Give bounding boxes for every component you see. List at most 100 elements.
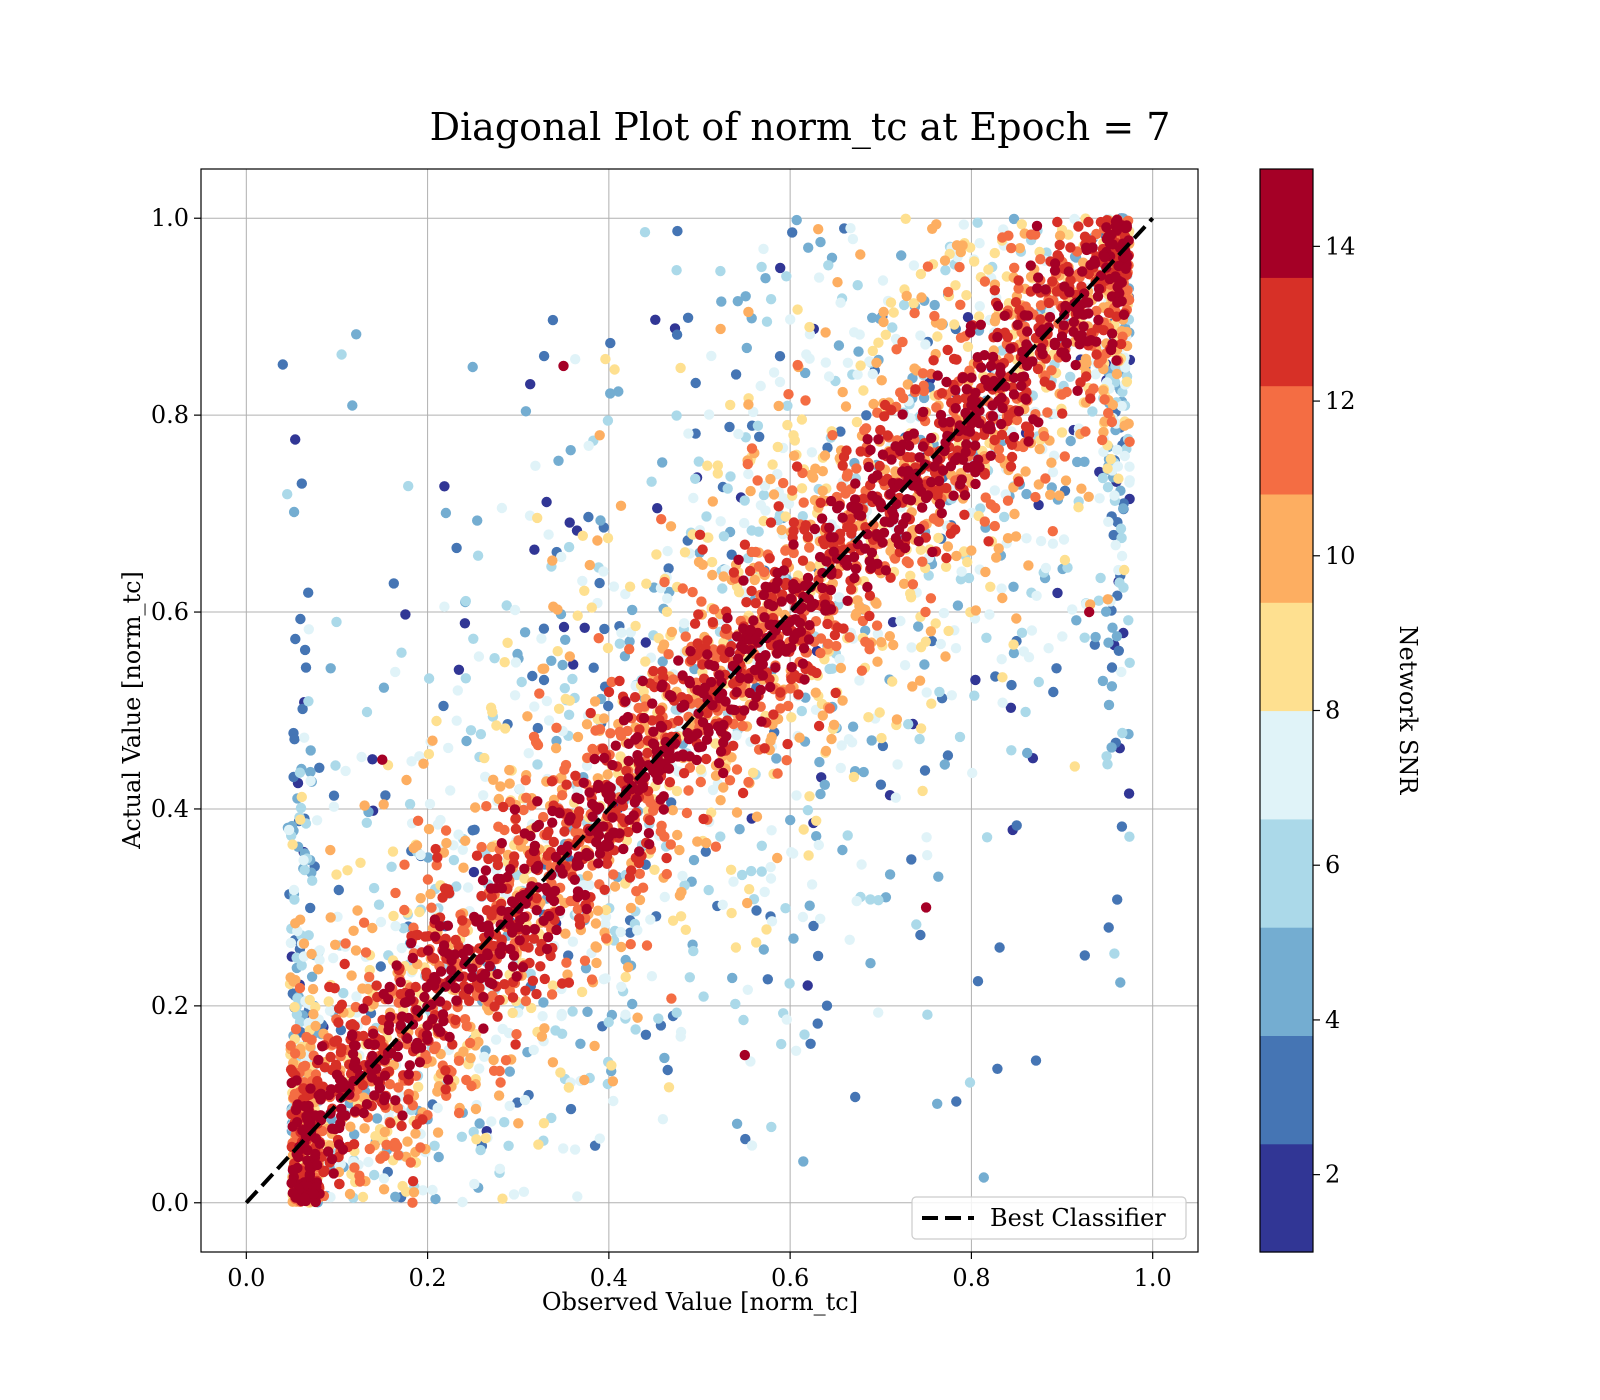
scatter-point [773, 501, 784, 512]
scatter-point [863, 712, 874, 723]
scatter-point [562, 969, 573, 980]
scatter-point [942, 344, 953, 356]
scatter-point [407, 1197, 418, 1208]
scatter-point [528, 933, 540, 944]
scatter-point [434, 996, 446, 1007]
scatter-point [331, 616, 342, 628]
scatter-point [614, 638, 625, 649]
scatter-point [841, 471, 853, 482]
scatter-point [676, 886, 687, 898]
scatter-point [517, 962, 529, 973]
scatter-point [299, 644, 311, 656]
scatter-point [525, 379, 536, 390]
scatter-point [456, 1131, 468, 1143]
scatter-point [759, 886, 770, 898]
scatter-point [647, 698, 658, 709]
scatter-point [304, 994, 315, 1006]
scatter-point [674, 844, 685, 856]
scatter-point [750, 598, 761, 609]
scatter-point [414, 906, 425, 918]
scatter-point [797, 555, 809, 566]
scatter-point [513, 1118, 524, 1129]
scatter-point [509, 690, 521, 701]
scatter-point [1103, 699, 1115, 711]
scatter-point [711, 652, 722, 664]
scatter-point [373, 899, 385, 910]
scatter-point [842, 357, 854, 368]
scatter-point [687, 586, 698, 598]
scatter-point [480, 771, 491, 782]
scatter-point [565, 1103, 577, 1115]
scatter-point [877, 537, 888, 548]
scatter-point [684, 675, 695, 687]
scatter-point [390, 887, 401, 899]
scatter-point [1056, 389, 1068, 400]
scatter-point [780, 545, 791, 556]
scatter-point [543, 715, 555, 726]
scatter-point [1106, 416, 1118, 428]
scatter-point [443, 742, 454, 754]
scatter-point [581, 719, 593, 730]
scatter-point [1116, 666, 1127, 678]
scatter-point [989, 434, 1000, 446]
scatter-point [693, 697, 704, 709]
scatter-point [295, 802, 307, 814]
scatter-point [557, 659, 568, 671]
scatter-point [1008, 639, 1019, 650]
scatter-point [414, 1057, 426, 1068]
scatter-point [464, 1037, 476, 1049]
scatter-point [885, 488, 896, 500]
scatter-point [647, 715, 658, 726]
scatter-point [985, 581, 996, 592]
scatter-point [850, 478, 861, 489]
scatter-point [1118, 503, 1129, 514]
scatter-point [579, 1074, 590, 1086]
scatter-point [778, 565, 790, 576]
scatter-point [803, 850, 814, 861]
scatter-point [439, 601, 450, 612]
scatter-point [620, 971, 631, 983]
scatter-point [486, 891, 497, 903]
scatter-point [751, 811, 763, 822]
scatter-point [457, 844, 468, 855]
scatter-point [492, 1011, 503, 1022]
scatter-point [330, 760, 341, 771]
scatter-point [486, 1116, 497, 1127]
scatter-point [835, 297, 846, 308]
scatter-point [743, 399, 754, 410]
scatter-point [288, 884, 300, 896]
scatter-point [920, 606, 931, 618]
scatter-point [470, 1103, 482, 1115]
scatter-point [557, 790, 568, 801]
scatter-point [1114, 288, 1125, 299]
scatter-point [776, 1038, 787, 1050]
scatter-point [815, 236, 826, 248]
scatter-point [345, 1019, 356, 1031]
scatter-point [1016, 627, 1028, 638]
scatter-point [1079, 632, 1090, 643]
scatter-point [624, 814, 635, 825]
scatter-point [758, 944, 769, 955]
scatter-point [650, 314, 661, 325]
scatter-point [1091, 305, 1102, 317]
scatter-point [498, 801, 509, 813]
scatter-point [510, 823, 522, 835]
scatter-point [739, 1049, 750, 1061]
scatter-point [1069, 761, 1081, 772]
scatter-point [608, 869, 619, 880]
scatter-point [287, 1121, 298, 1132]
scatter-point [339, 958, 350, 970]
scatter-point [637, 675, 648, 687]
scatter-point [559, 764, 570, 775]
scatter-point [1046, 457, 1057, 468]
scatter-point [1008, 213, 1020, 225]
scatter-point [590, 918, 602, 929]
scatter-point [378, 682, 390, 693]
scatter-point [914, 452, 925, 463]
scatter-point [491, 720, 502, 731]
scatter-point [806, 469, 817, 480]
scatter-point [509, 604, 521, 616]
scatter-point [546, 655, 557, 666]
scatter-point [950, 524, 961, 535]
scatter-point [972, 217, 983, 228]
